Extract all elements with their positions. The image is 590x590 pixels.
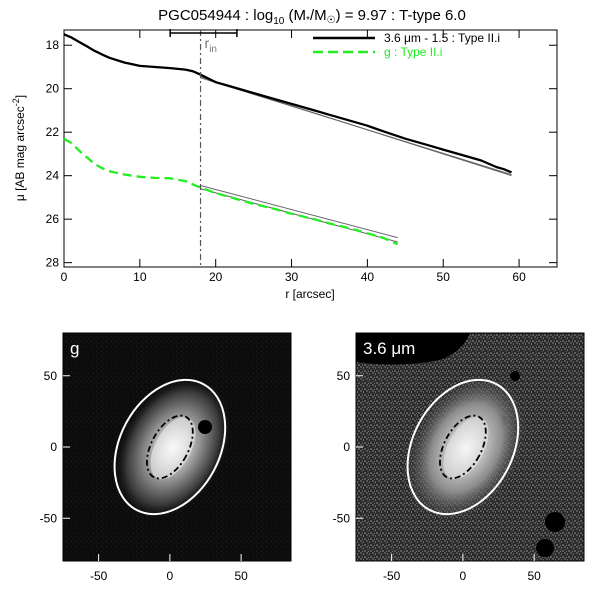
r-in-marker: rin [169,29,238,267]
r-in-label: rin [205,35,217,55]
profile-axes: 0 10 20 30 40 50 60 18 20 22 24 26 28 [46,30,557,284]
galaxy-core-36 [443,416,489,480]
x-tick-label: 0 [61,270,68,284]
y-axis-title: μ [AB mag arcsec-2] [11,95,27,201]
x-tick-label: -50 [90,569,108,583]
legend-label-g: g : Type II.i [384,45,442,59]
x-tick-label: 40 [361,270,375,284]
chart-title: PGC054944 : log10 (M*/M☉) = 9.97 : T-typ… [158,7,466,27]
panel-label-36: 3.6 μm [363,339,415,358]
masked-region-top [356,333,470,365]
x-tick-label: 30 [285,270,299,284]
y-tick-label: 18 [46,38,60,52]
x-tick-label: 50 [437,270,451,284]
galaxy-core-g [150,416,196,480]
x-tick-label: 60 [512,270,526,284]
image-panel-36: 3.6 μm -50 0 50 50 0 -50 [333,332,585,583]
y-tick-label: 28 [46,256,60,270]
masked-star-1 [545,512,565,532]
inner-break-ellipse [439,414,487,480]
legend-label-36: 3.6 μm - 1.5 : Type II.i [384,31,500,45]
x-tick-label: 10 [133,270,147,284]
outer-fit-ellipse [406,378,520,516]
y-tick-label: 26 [46,212,60,226]
masked-star-4 [510,371,520,381]
outer-fit-ellipse [113,378,227,516]
y-tick-label: 0 [50,440,57,454]
legend: 3.6 μm - 1.5 : Type II.i g : Type II.i [313,31,500,59]
y-tick-label: 20 [46,82,60,96]
profile-series [63,33,512,246]
masked-star-2 [536,539,554,557]
y-tick-label: 50 [337,369,351,383]
x-tick-label: -50 [383,569,401,583]
inner-break-ellipse [146,414,194,480]
x-tick-label: 50 [234,569,248,583]
x-axis-title: r [arcsec] [285,287,334,301]
y-tick-label: 22 [46,125,60,139]
y-tick-label: -50 [40,511,58,525]
panel-g-axes: -50 0 50 50 0 -50 [40,369,248,583]
panel-36-axes: -50 0 50 50 0 -50 [333,369,541,583]
y-tick-label: -50 [333,511,351,525]
x-tick-label: 50 [527,569,541,583]
masked-star-g [198,420,212,434]
y-tick-label: 50 [44,369,58,383]
fit-line [200,184,398,239]
x-tick-label: 0 [460,569,467,583]
series-line-g [63,137,399,246]
panel-label-g: g [70,339,79,358]
y-tick-label: 0 [343,440,350,454]
x-tick-label: 20 [209,270,223,284]
y-tick-label: 24 [46,169,60,183]
profile-plot-frame [63,29,558,268]
image-panel-g: g -50 0 50 50 0 -50 [40,332,292,583]
x-tick-label: 0 [167,569,174,583]
series-line-36um [63,33,512,174]
